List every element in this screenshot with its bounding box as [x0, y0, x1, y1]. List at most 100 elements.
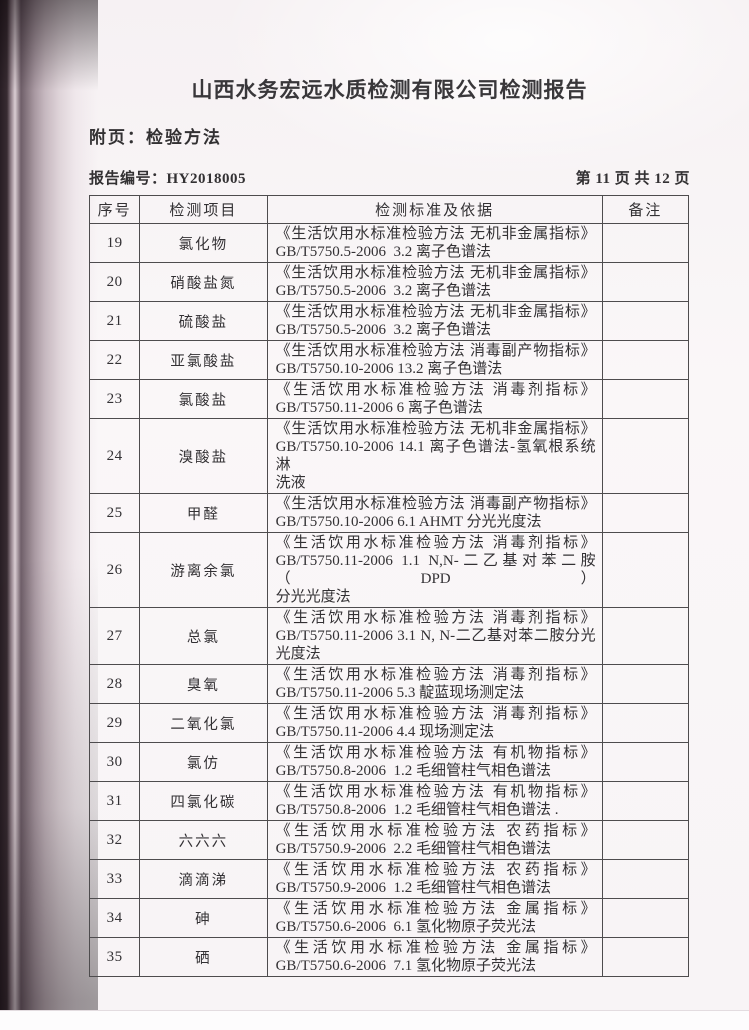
table-row: 33 滴滴涕 《生活饮用水标准检验方法 农药指标》 GB/T5750.9-2006… [88, 859, 690, 899]
row-remark-cell [601, 493, 690, 533]
row-number-cell: 26 [88, 532, 141, 608]
row-remark-cell [601, 532, 690, 608]
row-remark-cell [601, 703, 690, 743]
row-remark-cell [601, 301, 690, 341]
row-item-cell: 硒 [139, 937, 268, 977]
row-standard-cell: 《生活饮用水标准检验方法 无机非金属指标》 GB/T5750.5-2006 3.2… [266, 262, 603, 302]
table-header: 序号 检测项目 检测标准及依据 备注 [88, 195, 690, 224]
row-item-cell: 溴酸盐 [139, 418, 268, 494]
table-row: 31 四氯化碳 《生活饮用水标准检验方法 有机物指标》 GB/T5750.8-20… [88, 781, 690, 821]
row-remark-cell [601, 340, 690, 380]
row-standard-cell: 《生活饮用水标准检验方法 消毒副产物指标》 GB/T5750.10-2006 13… [266, 340, 603, 380]
row-number-cell: 22 [88, 340, 141, 380]
table-row: 32 六六六 《生活饮用水标准检验方法 农药指标》 GB/T5750.9-2006… [88, 820, 690, 860]
table-row: 23 氯酸盐 《生活饮用水标准检验方法 消毒剂指标》 GB/T5750.11-20… [88, 379, 690, 419]
table-row: 20 硝酸盐氮 《生活饮用水标准检验方法 无机非金属指标》 GB/T5750.5-… [88, 262, 690, 302]
row-remark-cell [601, 418, 690, 494]
scan-binding-shadow [0, 0, 98, 1010]
table-row: 24 溴酸盐 《生活饮用水标准检验方法 无机非金属指标》 GB/T5750.10-… [88, 418, 690, 494]
row-number-cell: 32 [88, 820, 141, 860]
row-number-cell: 28 [88, 664, 141, 704]
row-remark-cell [601, 664, 690, 704]
row-number-cell: 25 [88, 493, 141, 533]
row-standard-cell: 《生活饮用水标准检验方法 金属指标》 GB/T5750.6-2006 7.1 氢化… [266, 937, 603, 977]
row-standard-cell: 《生活饮用水标准检验方法 有机物指标》 GB/T5750.8-2006 1.2 毛… [266, 781, 603, 821]
row-item-cell: 亚氯酸盐 [139, 340, 268, 380]
row-number-cell: 20 [88, 262, 141, 302]
row-item-cell: 二氧化氯 [139, 703, 268, 743]
row-remark-cell [601, 262, 690, 302]
row-item-cell: 砷 [139, 898, 268, 938]
row-remark-cell [601, 742, 690, 782]
row-standard-cell: 《生活饮用水标准检验方法 消毒剂指标》 GB/T5750.11-2006 1.1 … [266, 532, 603, 608]
row-standard-cell: 《生活饮用水标准检验方法 无机非金属指标》 GB/T5750.5-2006 3.2… [266, 301, 603, 341]
table-body: 19 氯化物 《生活饮用水标准检验方法 无机非金属指标》 GB/T5750.5-2… [88, 223, 690, 977]
row-standard-cell: 《生活饮用水标准检验方法 金属指标》 GB/T5750.6-2006 6.1 氢化… [266, 898, 603, 938]
row-item-cell: 六六六 [139, 820, 268, 860]
row-item-cell: 氯仿 [139, 742, 268, 782]
table-row: 34 砷 《生活饮用水标准检验方法 金属指标》 GB/T5750.6-2006 6… [88, 898, 690, 938]
table-row: 21 硫酸盐 《生活饮用水标准检验方法 无机非金属指标》 GB/T5750.5-2… [88, 301, 690, 341]
row-remark-cell [601, 859, 690, 899]
row-remark-cell [601, 937, 690, 977]
col-header-standard: 检测标准及依据 [266, 195, 603, 224]
row-item-cell: 硝酸盐氮 [139, 262, 268, 302]
row-number-cell: 30 [88, 742, 141, 782]
report-meta-row: 报告编号：HY2018005 第 11 页 共 12 页 [89, 167, 690, 188]
row-number-cell: 27 [88, 607, 141, 665]
scan-bottom-margin [0, 1010, 749, 1030]
report-number: 报告编号：HY2018005 [89, 171, 247, 187]
page-content: 山西水务宏远水质检测有限公司检测报告 附页：检验方法 报告编号：HY201800… [88, 0, 690, 977]
row-standard-cell: 《生活饮用水标准检验方法 消毒副产物指标》 GB/T5750.10-2006 6.… [266, 493, 603, 533]
row-item-cell: 游离余氯 [139, 532, 268, 608]
row-number-cell: 23 [88, 379, 141, 419]
table-row: 28 臭氧 《生活饮用水标准检验方法 消毒剂指标》 GB/T5750.11-200… [88, 664, 690, 704]
row-remark-cell [601, 379, 690, 419]
row-standard-cell: 《生活饮用水标准检验方法 有机物指标》 GB/T5750.8-2006 1.2 毛… [266, 742, 603, 782]
table-row: 19 氯化物 《生活饮用水标准检验方法 无机非金属指标》 GB/T5750.5-2… [88, 223, 690, 263]
row-standard-cell: 《生活饮用水标准检验方法 消毒剂指标》 GB/T5750.11-2006 4.4 … [266, 703, 603, 743]
row-remark-cell [601, 820, 690, 860]
row-number-cell: 24 [88, 418, 141, 494]
row-number-cell: 29 [88, 703, 141, 743]
row-remark-cell [601, 781, 690, 821]
row-number-cell: 33 [88, 859, 141, 899]
row-number-cell: 31 [88, 781, 141, 821]
page-indicator: 第 11 页 共 12 页 [575, 171, 690, 187]
document-subtitle: 附页：检验方法 [89, 128, 222, 147]
row-standard-cell: 《生活饮用水标准检验方法 无机非金属指标》 GB/T5750.5-2006 3.2… [266, 223, 603, 263]
table-row: 27 总氯 《生活饮用水标准检验方法 消毒剂指标》 GB/T5750.11-200… [88, 607, 690, 665]
table-row: 22 亚氯酸盐 《生活饮用水标准检验方法 消毒副产物指标》 GB/T5750.10… [88, 340, 690, 380]
col-header-no: 序号 [88, 195, 141, 224]
row-standard-cell: 《生活饮用水标准检验方法 农药指标》 GB/T5750.9-2006 2.2 毛细… [266, 820, 603, 860]
row-item-cell: 四氯化碳 [139, 781, 268, 821]
row-item-cell: 氯酸盐 [139, 379, 268, 419]
table-row: 25 甲醛 《生活饮用水标准检验方法 消毒副产物指标》 GB/T5750.10-2… [88, 493, 690, 533]
row-standard-cell: 《生活饮用水标准检验方法 消毒剂指标》 GB/T5750.11-2006 6 离子… [266, 379, 603, 419]
row-standard-cell: 《生活饮用水标准检验方法 消毒剂指标》 GB/T5750.11-2006 5.3 … [266, 664, 603, 704]
row-item-cell: 甲醛 [139, 493, 268, 533]
table-row: 26 游离余氯 《生活饮用水标准检验方法 消毒剂指标》 GB/T5750.11-2… [88, 532, 690, 608]
table-row: 30 氯仿 《生活饮用水标准检验方法 有机物指标》 GB/T5750.8-2006… [88, 742, 690, 782]
row-item-cell: 氯化物 [139, 223, 268, 263]
col-header-item: 检测项目 [139, 195, 268, 224]
table-row: 35 硒 《生活饮用水标准检验方法 金属指标》 GB/T5750.6-2006 7… [88, 937, 690, 977]
row-number-cell: 35 [88, 937, 141, 977]
document-title: 山西水务宏远水质检测有限公司检测报告 [191, 79, 588, 102]
row-remark-cell [601, 607, 690, 665]
row-standard-cell: 《生活饮用水标准检验方法 消毒剂指标》 GB/T5750.11-2006 3.1 … [266, 607, 603, 665]
row-number-cell: 21 [88, 301, 141, 341]
row-item-cell: 滴滴涕 [139, 859, 268, 899]
row-item-cell: 总氯 [139, 607, 268, 665]
row-number-cell: 34 [88, 898, 141, 938]
row-standard-cell: 《生活饮用水标准检验方法 农药指标》 GB/T5750.9-2006 1.2 毛细… [266, 859, 603, 899]
table-row: 29 二氧化氯 《生活饮用水标准检验方法 消毒剂指标》 GB/T5750.11-2… [88, 703, 690, 743]
row-item-cell: 硫酸盐 [139, 301, 268, 341]
row-item-cell: 臭氧 [139, 664, 268, 704]
col-header-remark: 备注 [601, 195, 690, 224]
row-remark-cell [601, 898, 690, 938]
row-number-cell: 19 [88, 223, 141, 263]
row-remark-cell [601, 223, 690, 263]
methods-table: 序号 检测项目 检测标准及依据 备注 19 氯化物 《生活饮用水标准检验方法 无… [88, 195, 690, 977]
